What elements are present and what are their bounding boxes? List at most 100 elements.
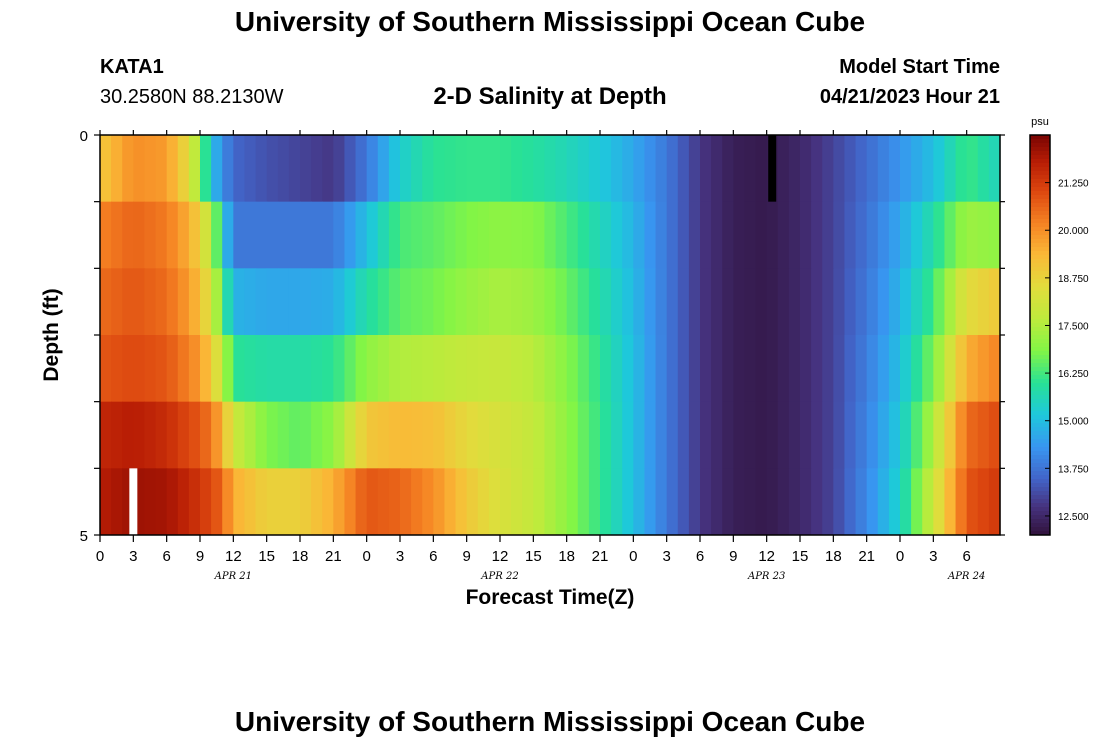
colorbar-segment <box>1030 227 1050 232</box>
colorbar-segment <box>1030 311 1050 316</box>
colorbar-segment <box>1030 319 1050 324</box>
heatmap-cell <box>877 468 890 536</box>
colorbar-segment <box>1030 447 1050 452</box>
heatmap-cell <box>566 135 579 203</box>
heatmap-cell <box>444 468 457 536</box>
heatmap-cell <box>155 335 168 403</box>
colorbar-segment <box>1030 415 1050 420</box>
colorbar-segment <box>1030 395 1050 400</box>
heatmap-cell <box>744 135 757 203</box>
heatmap-cell <box>800 201 812 269</box>
heatmap-cell <box>988 135 1001 203</box>
heatmap-cell <box>411 401 423 469</box>
heatmap-cell <box>900 468 912 536</box>
heatmap-cell <box>733 468 746 536</box>
colorbar-segment <box>1030 351 1050 356</box>
colorbar-segment <box>1030 343 1050 348</box>
colorbar-segment <box>1030 307 1050 312</box>
heatmap-cell <box>444 335 457 403</box>
y-tick-label: 5 <box>80 528 88 545</box>
heatmap-cell <box>744 335 757 403</box>
heatmap-cell <box>555 135 568 203</box>
heatmap-cell <box>377 335 390 403</box>
heatmap-cell <box>355 201 368 269</box>
heatmap-cell <box>144 201 157 269</box>
heatmap-cell <box>811 335 823 403</box>
colorbar-segment <box>1030 439 1050 444</box>
colorbar-segment <box>1030 263 1050 268</box>
x-tick-label: 6 <box>162 548 170 565</box>
heatmap-cell <box>722 401 734 469</box>
heatmap-cell <box>877 335 890 403</box>
heatmap-cell <box>388 201 401 269</box>
heatmap-cell <box>288 268 301 336</box>
heatmap-cell <box>466 468 479 536</box>
colorbar-segment <box>1030 231 1050 236</box>
colorbar-segment <box>1030 211 1050 216</box>
heatmap-cell <box>533 268 546 336</box>
x-tick-label: 12 <box>225 548 242 565</box>
heatmap-cell <box>922 201 934 269</box>
colorbar-tick-label: 18.750 <box>1058 274 1089 285</box>
heatmap-cell <box>633 268 646 336</box>
heatmap-cell <box>511 268 523 336</box>
heatmap-cell <box>188 468 201 536</box>
heatmap-cell <box>711 135 723 203</box>
heatmap-cell <box>933 201 946 269</box>
heatmap-cell <box>811 468 823 536</box>
colorbar-segment <box>1030 443 1050 448</box>
colorbar-segment <box>1030 363 1050 368</box>
heatmap-cell <box>944 135 957 203</box>
heatmap-cell <box>533 201 546 269</box>
heatmap-cell <box>433 401 446 469</box>
x-tick-label: 9 <box>462 548 470 565</box>
heatmap-cell <box>711 401 723 469</box>
heatmap-cell <box>500 135 512 203</box>
x-tick-label: 12 <box>492 548 509 565</box>
heatmap-cell <box>700 268 712 336</box>
heatmap-cell <box>400 401 412 469</box>
date-label: APR 23 <box>747 571 785 582</box>
heatmap-cell <box>988 268 1001 336</box>
heatmap-cell <box>566 201 579 269</box>
heatmap-cell <box>533 135 546 203</box>
colorbar-segment <box>1030 279 1050 284</box>
heatmap-cell <box>322 401 334 469</box>
heatmap-cell <box>422 268 434 336</box>
heatmap-cell <box>955 135 968 203</box>
colorbar-segment <box>1030 491 1050 496</box>
heatmap-cell <box>266 401 279 469</box>
colorbar-segment <box>1030 159 1050 164</box>
heatmap-cell <box>433 335 446 403</box>
colorbar-segment <box>1030 495 1050 500</box>
heatmap-cell <box>277 468 290 536</box>
heatmap-cell <box>422 468 434 536</box>
heatmap-cell <box>644 335 657 403</box>
colorbar-segment <box>1030 407 1050 412</box>
heatmap-cell <box>422 335 434 403</box>
heatmap-cell <box>822 468 834 536</box>
heatmap-cell <box>944 268 957 336</box>
heatmap-cell <box>888 335 901 403</box>
white-marker-bar <box>129 468 138 535</box>
x-tick-label: 21 <box>325 548 342 565</box>
heatmap-cell <box>177 401 190 469</box>
heatmap-cell <box>522 335 534 403</box>
heatmap-cell <box>288 201 301 269</box>
heatmap-cell <box>877 401 890 469</box>
heatmap-cell <box>444 135 457 203</box>
heatmap-cell <box>166 268 179 336</box>
colorbar-segment <box>1030 483 1050 488</box>
heatmap-cell <box>466 401 479 469</box>
heatmap-cell <box>455 335 468 403</box>
colorbar-segment <box>1030 391 1050 396</box>
colorbar-segment <box>1030 399 1050 404</box>
colorbar-tick-label: 13.750 <box>1058 464 1089 475</box>
heatmap-cell <box>233 335 246 403</box>
heatmap-cell <box>366 268 379 336</box>
y-tick-label: 0 <box>80 128 88 145</box>
heatmap-cell <box>600 135 612 203</box>
heatmap-cell <box>255 268 268 336</box>
heatmap-cell <box>766 268 779 336</box>
heatmap-cell <box>322 201 334 269</box>
